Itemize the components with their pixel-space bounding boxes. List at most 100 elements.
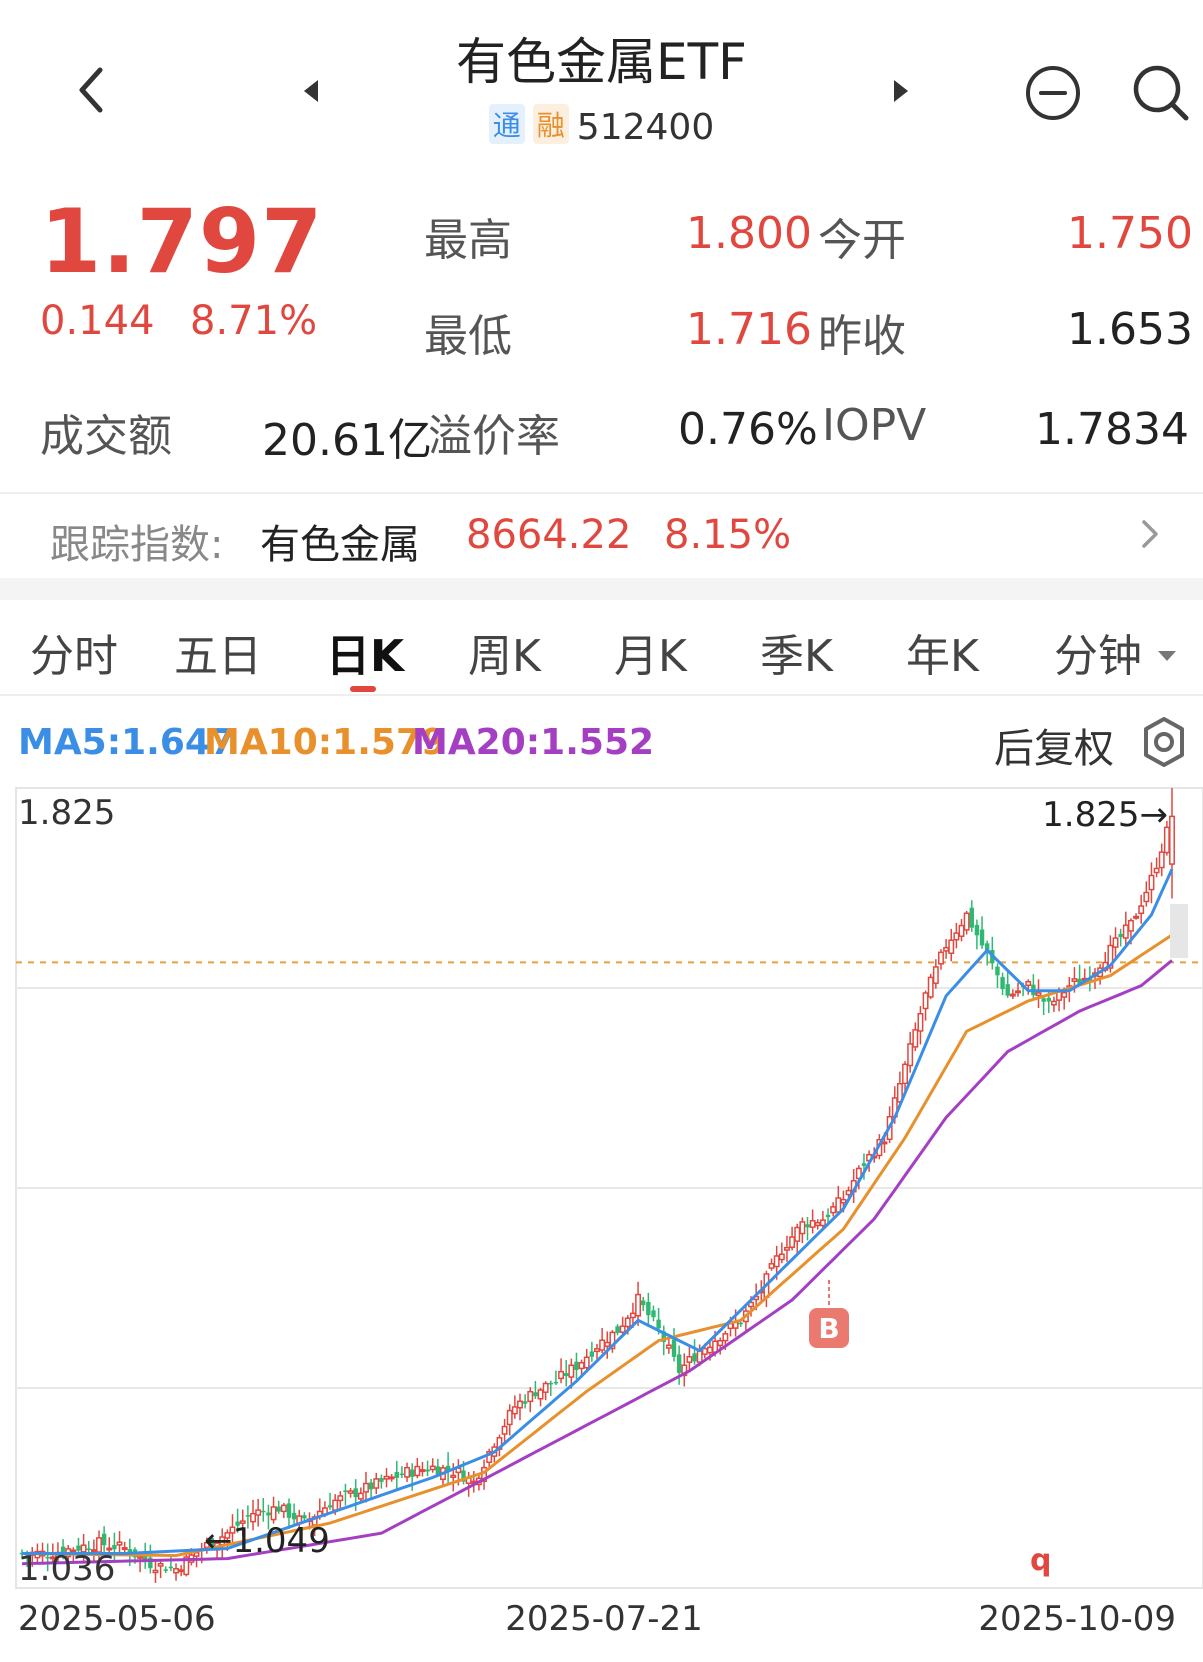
candle-body bbox=[604, 1341, 611, 1347]
candle-body bbox=[1077, 978, 1082, 984]
candle-body bbox=[784, 1246, 790, 1251]
tab-weekly-k[interactable]: 周K bbox=[468, 631, 541, 682]
candle-body bbox=[429, 1465, 436, 1471]
candle-body bbox=[533, 1392, 538, 1397]
candle-body bbox=[814, 1221, 821, 1227]
candle-body bbox=[363, 1482, 369, 1493]
tab-yearly-k[interactable]: 年K bbox=[906, 631, 979, 682]
candle-body bbox=[425, 1469, 430, 1472]
gear-icon[interactable] bbox=[1138, 716, 1190, 768]
tab-minute[interactable]: 分钟 bbox=[1054, 620, 1177, 684]
tracking-index-row[interactable]: 跟踪指数: 有色金属 8664.22 8.15% bbox=[0, 494, 1203, 576]
tab-five-day[interactable]: 五日 bbox=[174, 631, 262, 682]
turnover-value: 20.61亿 bbox=[262, 415, 432, 466]
last-price: 1.797 bbox=[40, 190, 324, 293]
candle-body bbox=[563, 1373, 569, 1376]
candle-body bbox=[286, 1503, 292, 1518]
candle-body bbox=[255, 1509, 262, 1516]
candlestick-chart[interactable]: B 1.825 1.036 1.825→ ←1.049 q 2025-05-06… bbox=[0, 780, 1203, 1662]
ma10-legend: MA10:1.579 bbox=[204, 722, 447, 763]
candle-body bbox=[548, 1382, 553, 1385]
candle-body bbox=[830, 1206, 837, 1214]
candle-body bbox=[845, 1189, 852, 1196]
tab-monthly-k[interactable]: 月K bbox=[614, 631, 687, 682]
chevron-right-icon bbox=[1140, 518, 1160, 554]
tong-badge: 通 bbox=[488, 104, 525, 144]
tab-intraday[interactable]: 分时 bbox=[30, 631, 118, 682]
remove-watchlist-icon[interactable] bbox=[1024, 64, 1082, 122]
candle-body bbox=[101, 1533, 107, 1546]
buy-marker[interactable]: B bbox=[809, 1280, 849, 1348]
x-axis-label-mid: 2025-07-21 bbox=[505, 1599, 703, 1639]
tracking-index-value: 8664.22 bbox=[466, 512, 632, 558]
candle-body bbox=[537, 1389, 544, 1400]
candle-body bbox=[553, 1381, 559, 1384]
candle-body bbox=[70, 1549, 77, 1553]
iopv-label: IOPV bbox=[822, 400, 927, 451]
tab-quarterly-k[interactable]: 季K bbox=[760, 631, 833, 682]
candle-body bbox=[641, 1300, 646, 1306]
candle-body bbox=[1071, 978, 1078, 983]
candle-body bbox=[917, 1012, 924, 1032]
candle-body bbox=[1118, 933, 1123, 938]
section-gap bbox=[0, 578, 1203, 600]
candle-body bbox=[445, 1465, 451, 1472]
prev-stock-icon[interactable] bbox=[300, 78, 320, 104]
candle-body bbox=[1015, 990, 1021, 994]
tracking-index-pct: 8.15% bbox=[664, 512, 792, 558]
candle-body bbox=[245, 1515, 251, 1517]
candle-body bbox=[706, 1346, 713, 1354]
candle-body bbox=[394, 1472, 399, 1478]
candle-body bbox=[651, 1310, 656, 1318]
candle-body bbox=[276, 1506, 281, 1512]
candle-body bbox=[583, 1356, 590, 1369]
candle-body bbox=[337, 1495, 344, 1502]
candle-body bbox=[511, 1406, 518, 1415]
candle-body bbox=[1041, 998, 1046, 1002]
candle-body bbox=[676, 1354, 682, 1373]
candle-body bbox=[112, 1545, 117, 1550]
candle-body bbox=[738, 1322, 743, 1325]
page-title: 有色金属ETF bbox=[456, 33, 747, 91]
candle-body bbox=[517, 1400, 523, 1409]
candle-body bbox=[1112, 937, 1119, 948]
candle-body bbox=[343, 1490, 348, 1493]
candle-body bbox=[953, 932, 960, 941]
candle-body bbox=[261, 1510, 266, 1513]
candle-body bbox=[943, 946, 950, 952]
adjust-mode-button[interactable]: 后复权 bbox=[994, 726, 1114, 772]
candle-body bbox=[203, 1542, 210, 1549]
candle-body bbox=[635, 1293, 642, 1317]
candle-body bbox=[1000, 977, 1005, 990]
candle-body bbox=[701, 1347, 708, 1355]
candle-body bbox=[1158, 851, 1165, 869]
turnover-label: 成交额 bbox=[40, 411, 172, 462]
candle-body bbox=[1169, 815, 1175, 865]
candle-body bbox=[86, 1548, 91, 1551]
candle-body bbox=[805, 1224, 810, 1228]
candle-body bbox=[912, 1029, 919, 1048]
candle-body bbox=[332, 1499, 339, 1511]
candle-body bbox=[717, 1340, 724, 1347]
back-icon[interactable] bbox=[72, 66, 112, 114]
candle-body bbox=[594, 1348, 600, 1353]
tab-daily-k[interactable]: 日K bbox=[326, 631, 405, 682]
candle-body bbox=[327, 1505, 333, 1508]
candle-body bbox=[927, 976, 934, 998]
candle-body bbox=[609, 1331, 616, 1350]
candle-body bbox=[486, 1451, 493, 1464]
candle-body bbox=[984, 943, 990, 953]
tracking-index-label: 跟踪指数: bbox=[50, 522, 224, 568]
candle-body bbox=[778, 1253, 785, 1261]
search-icon[interactable] bbox=[1130, 62, 1192, 124]
candle-body bbox=[506, 1409, 513, 1426]
candle-body bbox=[121, 1547, 128, 1551]
candle-body bbox=[116, 1541, 123, 1546]
buy-marker-label: B bbox=[818, 1312, 839, 1345]
candle-body bbox=[399, 1473, 405, 1476]
candle-body bbox=[148, 1557, 153, 1569]
candle-body bbox=[137, 1555, 144, 1559]
candle-body bbox=[178, 1569, 185, 1573]
candle-body bbox=[266, 1512, 271, 1516]
next-stock-icon[interactable] bbox=[892, 78, 912, 104]
